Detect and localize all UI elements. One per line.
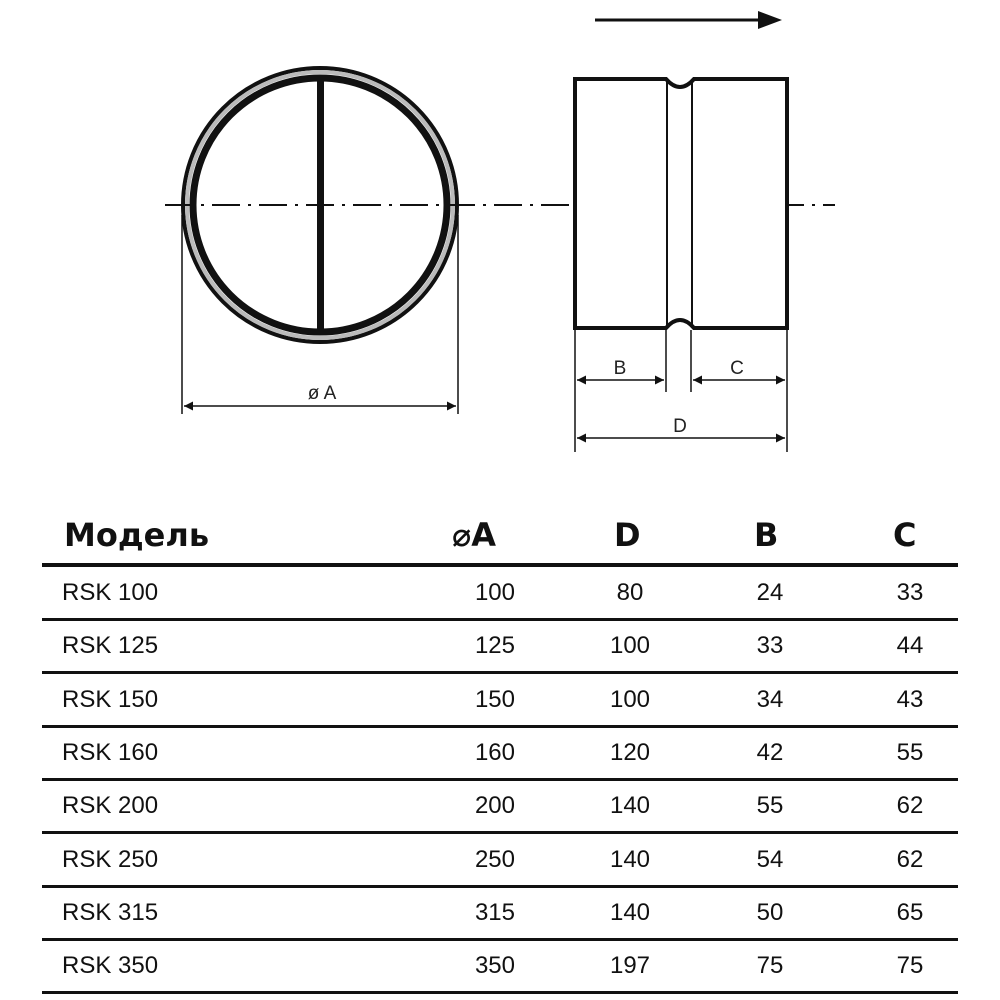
cell-diameter-a: 315 bbox=[474, 898, 515, 926]
cell-b: 24 bbox=[756, 579, 784, 606]
table-row: RSK 250 250 140 54 62 bbox=[0, 834, 1000, 888]
cell-c: 65 bbox=[896, 898, 924, 926]
cell-diameter-a: 125 bbox=[474, 632, 515, 660]
cell-model: RSK 100 bbox=[62, 579, 159, 606]
cell-model: RSK 125 bbox=[62, 632, 159, 660]
row-divider bbox=[42, 991, 958, 995]
row-divider bbox=[42, 618, 958, 621]
row-divider bbox=[42, 937, 958, 941]
table-row: RSK 315 315 140 50 65 bbox=[0, 887, 1000, 941]
cell-model: RSK 350 bbox=[62, 952, 159, 980]
header-c: C bbox=[893, 516, 917, 554]
header-model: Модель bbox=[64, 516, 210, 554]
header-divider bbox=[42, 563, 958, 567]
row-divider bbox=[42, 777, 958, 781]
row-divider bbox=[42, 671, 958, 675]
cell-c: 44 bbox=[896, 632, 924, 660]
dimension-diameter-a: ø A bbox=[181, 215, 459, 414]
cell-d: 140 bbox=[609, 792, 651, 820]
table-row: RSK 125 125 100 33 44 bbox=[0, 620, 1000, 675]
cell-d: 100 bbox=[609, 685, 651, 713]
row-divider bbox=[42, 884, 958, 888]
cell-b: 34 bbox=[756, 685, 784, 713]
table-row: RSK 150 150 100 34 43 bbox=[0, 674, 1000, 728]
table-row: RSK 160 160 120 42 55 bbox=[0, 727, 1000, 781]
cell-c: 33 bbox=[896, 579, 924, 606]
header-diameter-a: ⌀A bbox=[452, 516, 497, 554]
cell-b: 55 bbox=[756, 792, 784, 820]
cell-d: 140 bbox=[609, 845, 651, 873]
cell-model: RSK 250 bbox=[62, 845, 159, 873]
cell-diameter-a: 100 bbox=[474, 579, 515, 606]
cell-d: 120 bbox=[609, 738, 651, 766]
cell-d: 140 bbox=[609, 898, 651, 926]
cell-model: RSK 160 bbox=[62, 738, 159, 766]
dimension-b-label: B bbox=[614, 358, 627, 379]
cell-c: 75 bbox=[896, 952, 924, 980]
cell-diameter-a: 350 bbox=[474, 952, 515, 980]
cell-model: RSK 315 bbox=[62, 898, 159, 926]
cell-diameter-a: 150 bbox=[474, 685, 515, 713]
cell-b: 75 bbox=[756, 952, 784, 980]
table-row: RSK 350 350 197 75 75 bbox=[0, 940, 1000, 995]
row-divider bbox=[42, 724, 958, 728]
diameter-label: ø A bbox=[308, 383, 337, 404]
cell-model: RSK 150 bbox=[62, 685, 159, 713]
cell-c: 62 bbox=[896, 845, 924, 873]
flow-direction-arrow bbox=[595, 11, 782, 29]
side-view bbox=[573, 77, 789, 452]
cell-c: 43 bbox=[896, 685, 924, 713]
cell-c: 62 bbox=[896, 792, 924, 820]
dimension-c-label: C bbox=[730, 358, 744, 379]
cell-d: 80 bbox=[616, 579, 644, 606]
cell-diameter-a: 250 bbox=[474, 845, 515, 873]
row-divider bbox=[42, 831, 958, 835]
cell-d: 197 bbox=[609, 952, 651, 980]
cell-b: 54 bbox=[756, 845, 784, 873]
cell-b: 33 bbox=[756, 632, 784, 660]
table-row: RSK 200 200 140 55 62 bbox=[0, 780, 1000, 835]
cell-b: 50 bbox=[756, 898, 784, 926]
header-b: B bbox=[754, 516, 779, 554]
cell-diameter-a: 160 bbox=[474, 738, 515, 766]
cell-d: 100 bbox=[609, 632, 651, 660]
cell-b: 42 bbox=[756, 738, 784, 766]
cell-model: RSK 200 bbox=[62, 792, 159, 820]
cell-c: 55 bbox=[896, 738, 924, 766]
table-row: RSK 100 100 80 24 33 bbox=[0, 567, 1000, 621]
header-d: D bbox=[614, 516, 641, 554]
cell-diameter-a: 200 bbox=[474, 792, 515, 820]
dimension-d-label: D bbox=[673, 416, 687, 437]
technical-drawing: ø A B C D bbox=[165, 11, 835, 452]
